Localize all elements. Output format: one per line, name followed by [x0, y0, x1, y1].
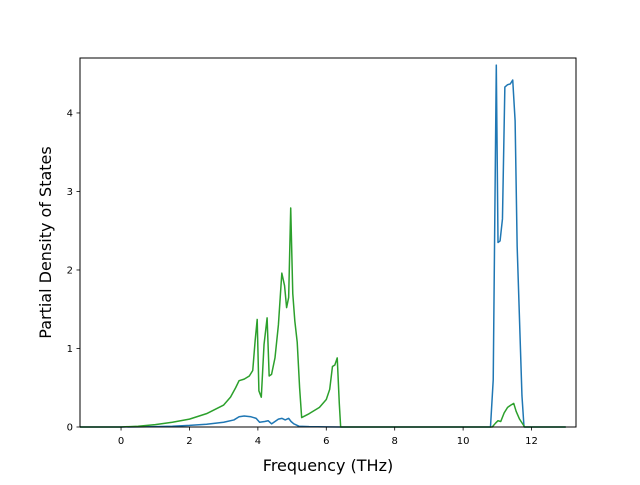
plot-area — [80, 58, 576, 427]
y-tick-label: 4 — [67, 109, 73, 120]
plot-frame — [79, 57, 577, 428]
x-tick-label: 10 — [457, 436, 470, 447]
x-tick-label: 8 — [392, 436, 398, 447]
y-tick-label: 2 — [67, 266, 73, 277]
y-tick-label: 3 — [67, 187, 73, 198]
x-tick-label: 0 — [118, 436, 124, 447]
y-tick-label: 0 — [67, 423, 73, 434]
series-layer — [80, 64, 566, 428]
x-tick-label: 6 — [323, 436, 329, 447]
y-axis-ticks: 0 1 2 3 4 — [67, 109, 80, 434]
x-tick-label: 12 — [525, 436, 538, 447]
x-axis-ticks: 0 2 4 6 8 10 12 — [118, 427, 538, 447]
x-tick-label: 2 — [186, 436, 192, 447]
series-line-2 — [80, 207, 566, 428]
y-axis-title: Partial Density of States — [36, 146, 55, 338]
series-line-1 — [80, 64, 566, 428]
y-tick-label: 1 — [67, 344, 73, 355]
x-tick-label: 4 — [255, 436, 261, 447]
x-axis-title: Frequency (THz) — [263, 456, 393, 475]
